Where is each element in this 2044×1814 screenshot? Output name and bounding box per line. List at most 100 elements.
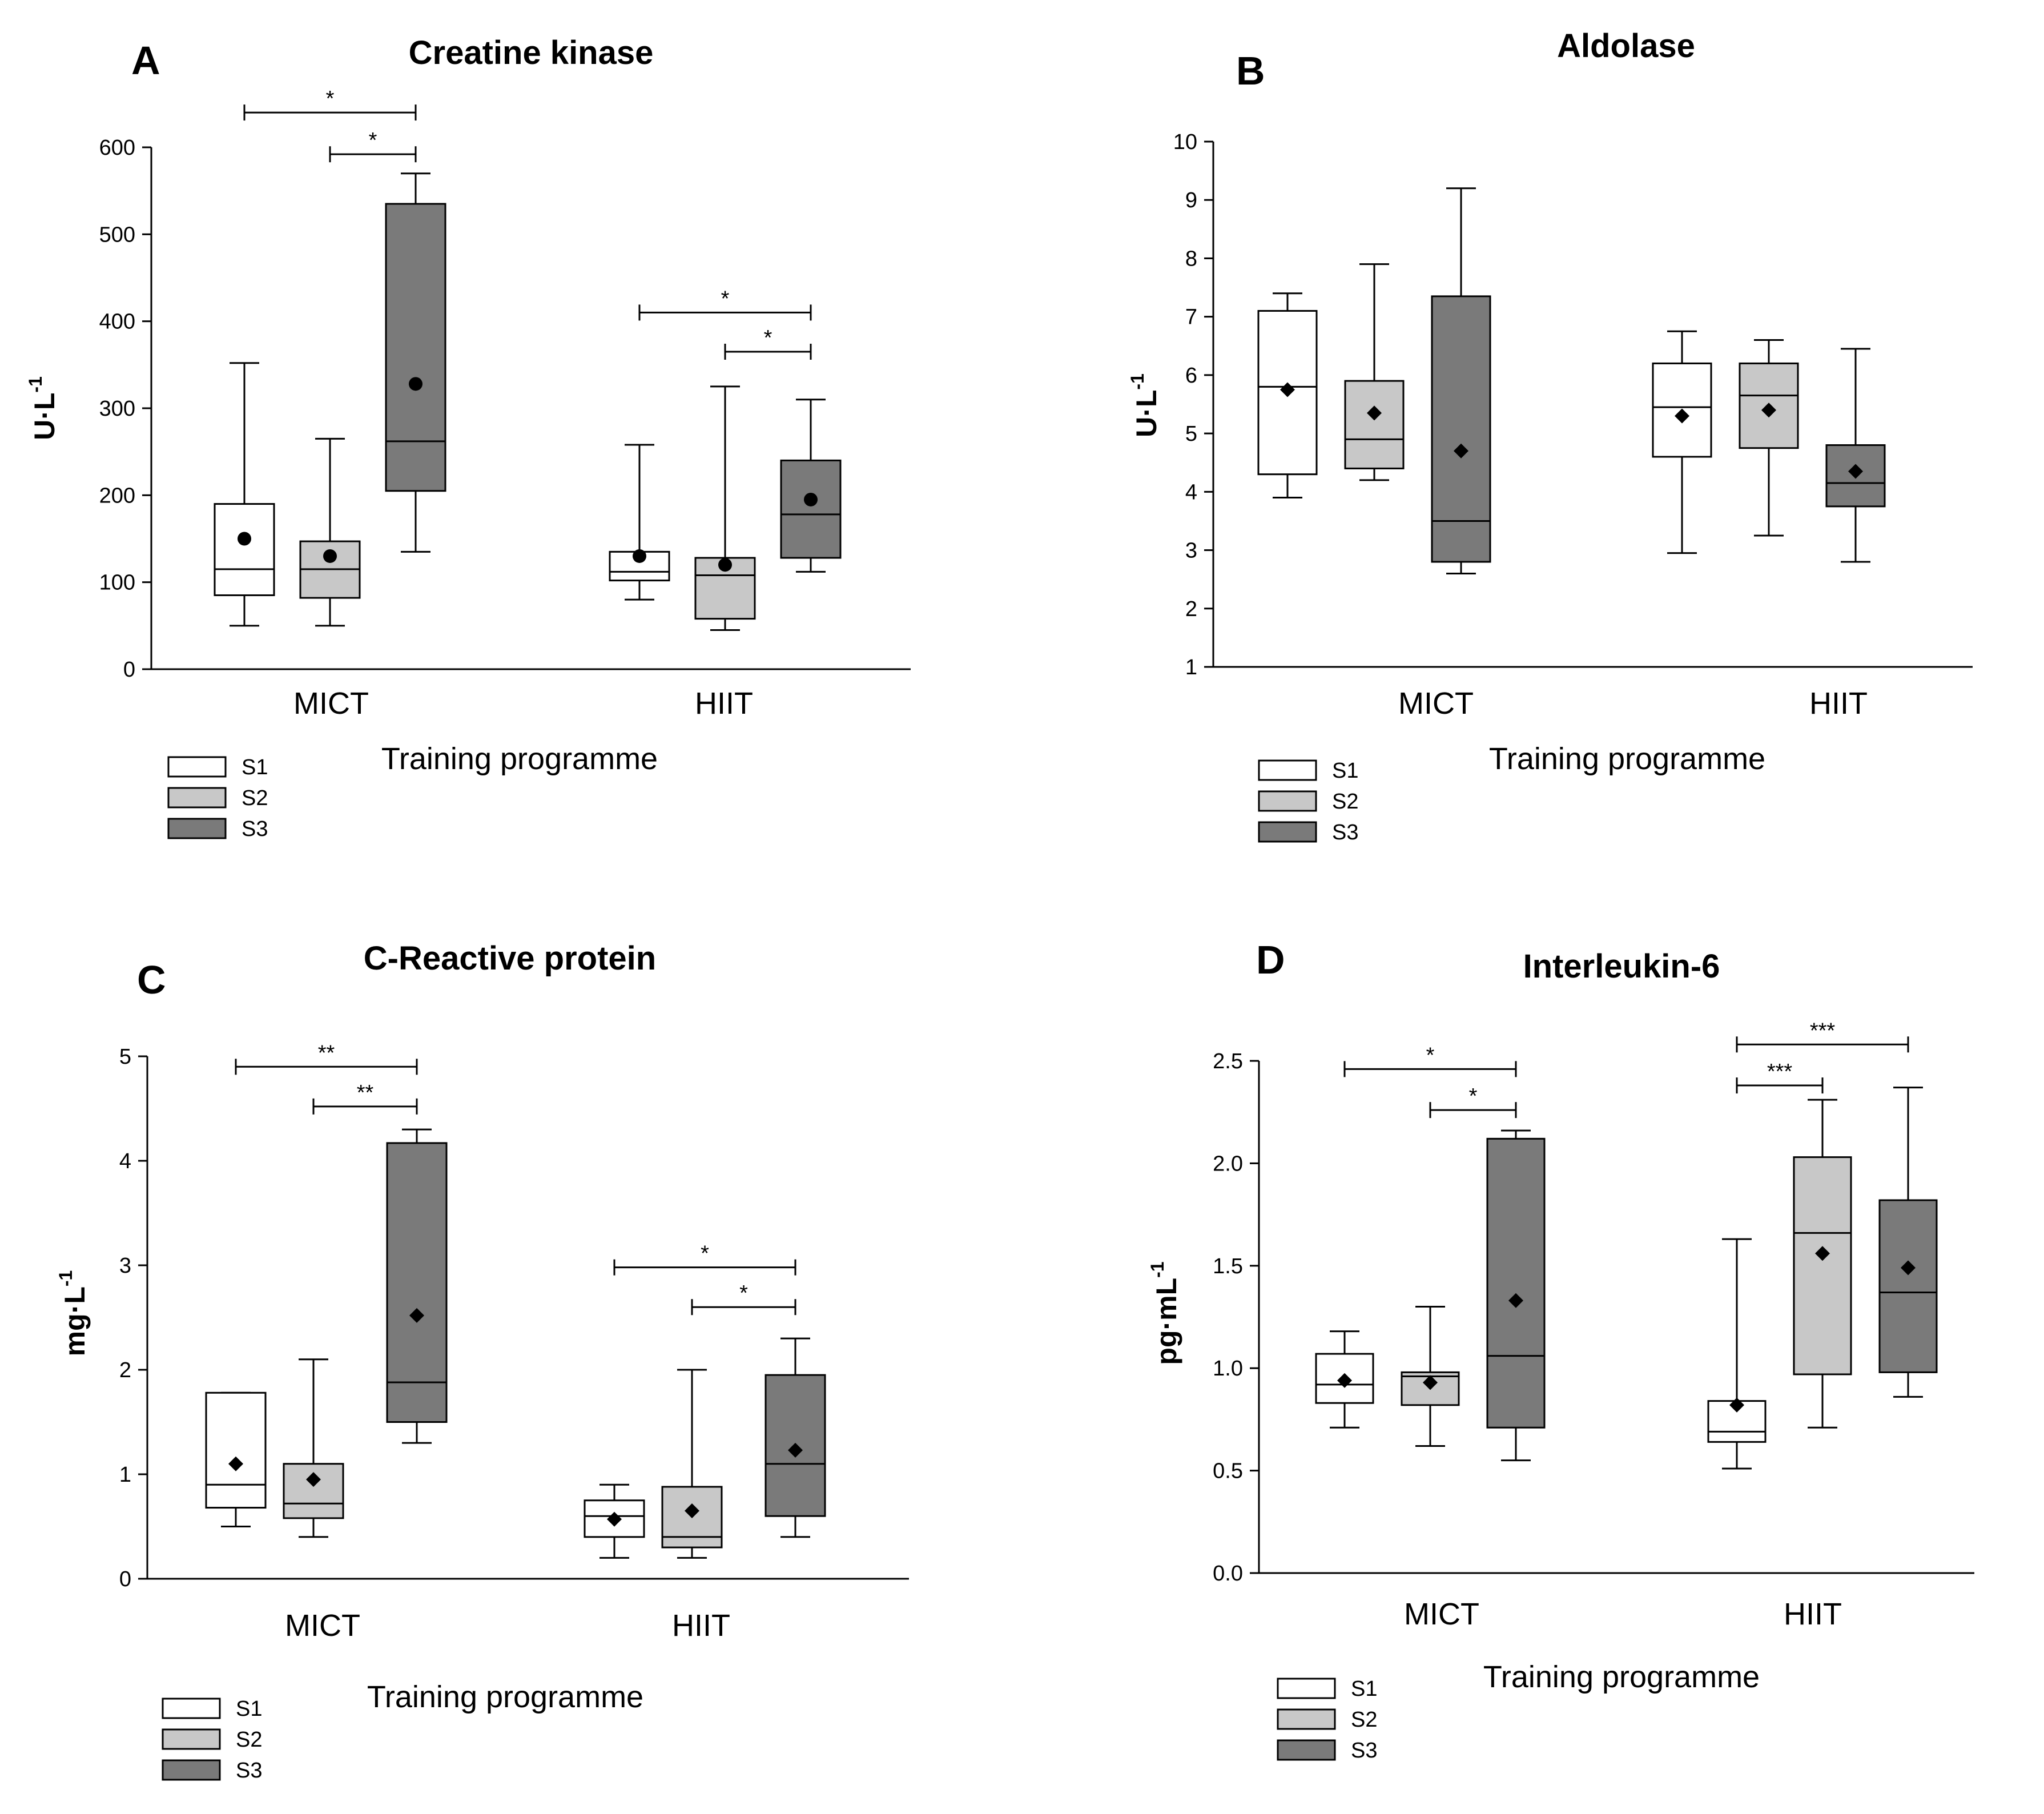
significance-label: * (701, 1242, 709, 1266)
mean-marker (633, 549, 646, 563)
y-tick-label: 1 (1185, 655, 1197, 679)
box-s3-mict (385, 172, 446, 553)
significance-label: * (739, 1281, 748, 1305)
significance-bracket: * (329, 128, 417, 163)
box-iqr (205, 1391, 267, 1509)
y-tick-label: 0.5 (1213, 1459, 1243, 1483)
mean-marker (1280, 382, 1295, 397)
y-tick-label: 1.5 (1213, 1254, 1243, 1278)
legend-swatch-s1 (1277, 1678, 1336, 1699)
legend: S1 S2 S3 (167, 755, 268, 841)
mean-marker (1729, 1397, 1744, 1413)
y-tick-label: 5 (119, 1045, 131, 1069)
legend-swatch-s3 (1277, 1739, 1336, 1761)
box-s2-hiit (1739, 339, 1799, 537)
x-axis-title: Training programme (381, 742, 658, 776)
legend-swatch-s2 (167, 787, 227, 809)
category-label-mict: MICT (1398, 686, 1474, 721)
y-tick-label: 200 (99, 484, 135, 508)
category-label-mict: MICT (293, 686, 369, 721)
legend-swatch-s3 (1258, 821, 1317, 843)
legend-swatch-s2 (1277, 1708, 1336, 1730)
significance-label: * (721, 287, 730, 311)
box-iqr (1344, 380, 1405, 469)
significance-bracket: ** (235, 1041, 418, 1075)
y-tick-label: 9 (1185, 188, 1197, 212)
y-tick-label: 600 (99, 136, 135, 160)
y-tick-label: 0 (123, 658, 135, 682)
legend-swatch-s1 (162, 1698, 221, 1719)
significance-bracket: * (638, 287, 812, 321)
box-iqr (780, 459, 842, 559)
mean-marker (607, 1511, 622, 1527)
legend-swatch-s1 (1258, 759, 1317, 781)
significance-bracket: * (243, 87, 417, 121)
legend-swatch-s3 (167, 818, 227, 839)
legend: S1 S2 S3 (1277, 1677, 1377, 1763)
y-axis-title: mg·L-1 (55, 1270, 91, 1357)
category-label-hiit: HIIT (695, 686, 753, 721)
significance-label: * (1469, 1084, 1478, 1108)
category-label-hiit: HIIT (1809, 686, 1868, 721)
y-tick-label: 5 (1185, 422, 1197, 446)
x-axis-title: Training programme (1489, 742, 1765, 776)
significance-bracket: *** (1736, 1019, 1909, 1053)
box-s1-mict (1257, 292, 1318, 499)
legend-swatch-s2 (1258, 790, 1317, 812)
box-s2-mict (283, 1358, 344, 1538)
y-tick-label: 0 (119, 1567, 131, 1591)
y-axis-title: pg·mL-1 (1147, 1261, 1182, 1365)
significance-bracket: * (691, 1281, 796, 1316)
panel-b: B Aldolase 1 2 3 4 5 6 7 8 9 10 U·L-1 MICT HIIT Trainin… (1127, 27, 1973, 844)
significance-label: ** (318, 1041, 335, 1065)
significance-label: * (764, 326, 772, 350)
box-s3-hiit (1825, 348, 1886, 563)
box-iqr (214, 503, 275, 597)
mean-marker (1367, 405, 1382, 421)
legend-swatch-s2 (162, 1728, 221, 1750)
legend: S1 S2 S3 (1258, 759, 1358, 844)
significance-bracket: * (613, 1242, 796, 1276)
y-tick-label: 2 (1185, 597, 1197, 621)
significance-label: *** (1810, 1019, 1836, 1043)
significance-bracket: ** (312, 1081, 418, 1115)
mean-marker (1508, 1293, 1523, 1308)
y-tick-label: 3 (1185, 539, 1197, 563)
mean-marker (804, 492, 818, 506)
legend-swatch-s3 (162, 1759, 221, 1781)
mean-marker (685, 1503, 699, 1519)
panel-title: C-Reactive protein (364, 940, 656, 977)
significance-bracket: * (724, 326, 812, 360)
panel-title: Interleukin-6 (1523, 948, 1720, 985)
legend-swatch-s1 (167, 756, 227, 778)
category-label-hiit: HIIT (672, 1608, 730, 1643)
mean-marker (1454, 443, 1468, 458)
mean-marker (238, 532, 251, 546)
panel-letter: A (131, 38, 160, 83)
y-tick-label: 1.0 (1213, 1357, 1243, 1381)
box-s2-hiit (694, 385, 756, 631)
mean-marker (1761, 403, 1776, 418)
y-tick-label: 7 (1185, 305, 1197, 329)
mean-marker (1901, 1260, 1916, 1276)
mean-marker (1337, 1373, 1352, 1388)
box-iqr (1793, 1156, 1852, 1375)
category-label-mict: MICT (285, 1608, 360, 1643)
mean-marker (1815, 1246, 1830, 1261)
y-tick-label: 2 (119, 1358, 131, 1382)
legend-label-s3: S3 (236, 1759, 262, 1783)
x-axis-title: Training programme (367, 1680, 643, 1714)
significance-label: * (369, 128, 377, 152)
significance-label: ** (357, 1081, 374, 1105)
y-tick-label: 500 (99, 223, 135, 247)
box-s1-hiit (584, 1483, 645, 1559)
y-tick-label: 3 (119, 1254, 131, 1278)
mean-marker (788, 1442, 803, 1458)
y-tick-label: 300 (99, 397, 135, 421)
category-label-mict: MICT (1404, 1597, 1479, 1631)
y-tick-label: 6 (1185, 364, 1197, 388)
category-label-hiit: HIIT (1784, 1597, 1842, 1631)
box-s2-hiit (1793, 1099, 1852, 1429)
y-tick-label: 0.0 (1213, 1562, 1243, 1586)
